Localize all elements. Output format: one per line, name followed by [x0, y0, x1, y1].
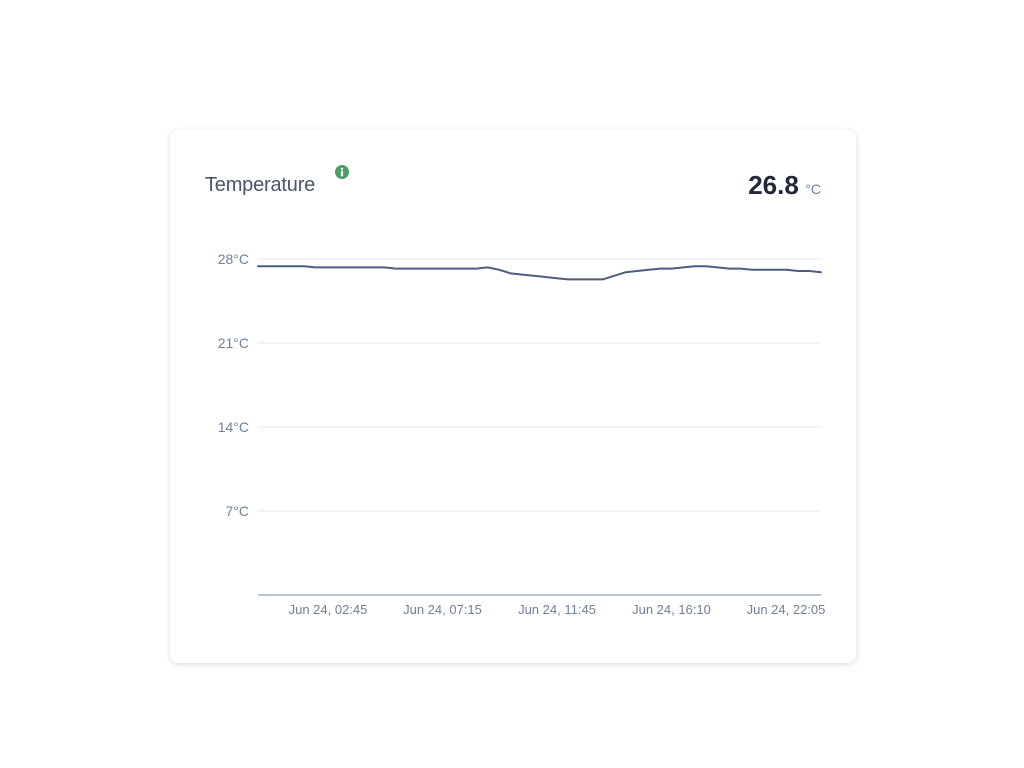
x-tick-label: Jun 24, 02:45 [289, 602, 368, 617]
temperature-series-line [257, 265, 822, 281]
x-tick-label: Jun 24, 11:45 [518, 602, 596, 617]
y-tick-label: 7°C [226, 503, 250, 519]
series-layer [257, 265, 822, 281]
x-axis-labels: Jun 24, 02:45 Jun 24, 07:15 Jun 24, 11:45 J… [289, 602, 826, 617]
current-reading: 26.8 °C [748, 170, 821, 201]
chart-grid [258, 258, 821, 596]
y-axis-labels: 28°C 21°C 14°C 7°C [218, 251, 249, 519]
y-tick-label: 28°C [218, 251, 249, 267]
current-unit: °C [805, 181, 821, 197]
x-tick-label: Jun 24, 07:15 [403, 602, 482, 617]
info-icon[interactable] [335, 165, 349, 179]
card-title: Temperature [205, 174, 316, 196]
y-tick-label: 21°C [218, 335, 249, 351]
x-tick-label: Jun 24, 22:05 [747, 602, 826, 617]
x-tick-label: Jun 24, 16:10 [632, 602, 711, 617]
current-value: 26.8 [748, 170, 799, 200]
temperature-card: Temperature 26.8 °C 28°C 21°C 14°C 7°C Jun … [170, 130, 856, 663]
temperature-chart: 28°C 21°C 14°C 7°C Jun 24, 02:45 Jun 24, 07:… [218, 251, 826, 617]
y-tick-label: 14°C [218, 419, 249, 435]
